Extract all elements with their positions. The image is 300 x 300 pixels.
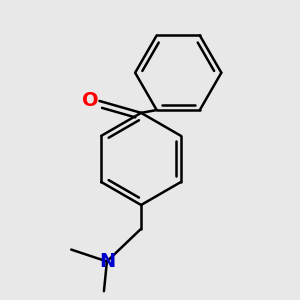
Text: O: O (82, 92, 99, 110)
Text: N: N (99, 252, 115, 271)
